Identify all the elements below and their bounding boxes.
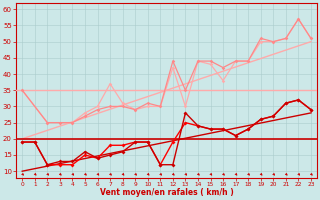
X-axis label: Vent moyen/en rafales ( km/h ): Vent moyen/en rafales ( km/h ) [100,188,234,197]
